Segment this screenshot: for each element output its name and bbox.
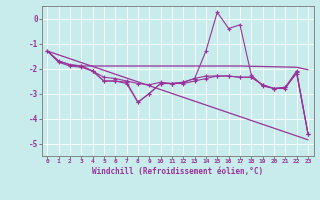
X-axis label: Windchill (Refroidissement éolien,°C): Windchill (Refroidissement éolien,°C) [92, 167, 263, 176]
